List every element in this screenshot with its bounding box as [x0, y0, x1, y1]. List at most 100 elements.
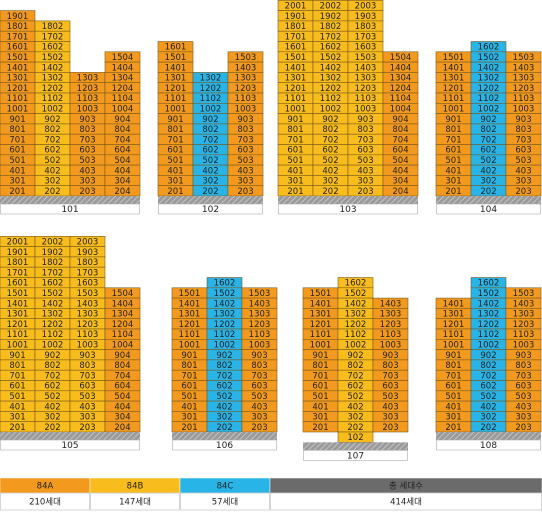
- unit-label: 902: [480, 115, 496, 125]
- unit-label: 1103: [380, 330, 402, 340]
- building-name: 102: [202, 205, 219, 215]
- unit-label: 902: [347, 351, 363, 361]
- unit-label: 404: [114, 402, 130, 412]
- unit-label: 1901: [285, 12, 307, 22]
- unit-label: 1002: [478, 104, 500, 114]
- unit-label: 1302: [345, 310, 367, 320]
- unit-label: 1001: [285, 104, 307, 114]
- unit-label: 201: [9, 423, 25, 433]
- unit-label: 701: [445, 135, 461, 145]
- unit-label: 302: [480, 413, 496, 423]
- unit-label: 401: [9, 166, 25, 176]
- unit-label: 1104: [112, 94, 134, 104]
- unit-label: 503: [357, 156, 373, 166]
- building-label-box: [0, 203, 140, 215]
- unit-label: 801: [312, 361, 328, 371]
- unit-label: 1102: [200, 94, 222, 104]
- unit-label: 903: [382, 351, 398, 361]
- unit-label: 402: [480, 402, 496, 412]
- unit-label: 1403: [355, 63, 377, 73]
- unit-label: 1302: [478, 310, 500, 320]
- unit-label: 1303: [249, 310, 271, 320]
- unit-label: 1001: [7, 104, 29, 114]
- unit-label: 302: [216, 413, 232, 423]
- unit-label: 1202: [42, 84, 64, 94]
- unit-label: 1004: [112, 104, 134, 114]
- unit-label: 504: [114, 156, 130, 166]
- unit-label: 1802: [42, 258, 64, 268]
- unit-label: 301: [287, 177, 303, 187]
- unit-label: 1403: [77, 299, 99, 309]
- legend-count: 210세대: [29, 498, 61, 508]
- unit-label: 601: [287, 146, 303, 156]
- unit-label: 202: [480, 423, 496, 433]
- unit-label: 1702: [42, 32, 64, 42]
- unit-label: 801: [445, 125, 461, 135]
- unit-label: 1302: [42, 310, 64, 320]
- unit-label: 603: [79, 382, 95, 392]
- unit-label: 1003: [77, 340, 99, 350]
- unit-label: 702: [202, 135, 218, 145]
- unit-label: 1204: [112, 320, 134, 330]
- unit-label: 1101: [285, 94, 307, 104]
- unit-label: 804: [392, 125, 408, 135]
- unit-label: 1703: [77, 268, 99, 278]
- unit-label: 502: [202, 156, 218, 166]
- unit-label: 802: [44, 125, 60, 135]
- unit-label: 502: [44, 392, 60, 402]
- unit-label: 1102: [214, 330, 236, 340]
- unit-label: 701: [181, 371, 197, 381]
- unit-label: 402: [216, 402, 232, 412]
- unit-label: 804: [114, 125, 130, 135]
- unit-label: 701: [312, 371, 328, 381]
- unit-label: 503: [79, 392, 95, 402]
- unit-label: 1304: [112, 310, 134, 320]
- unit-label: 301: [445, 413, 461, 423]
- unit-label: 1103: [513, 330, 535, 340]
- building-base: [303, 442, 408, 451]
- unit-label: 1401: [443, 63, 465, 73]
- unit-label: 601: [9, 382, 25, 392]
- unit-label: 1801: [7, 258, 29, 268]
- unit-label: 1602: [478, 43, 500, 53]
- unit-label: 703: [251, 371, 267, 381]
- unit-label: 903: [79, 351, 95, 361]
- unit-label: 903: [515, 115, 531, 125]
- unit-label: 1503: [235, 53, 257, 63]
- unit-label: 1602: [478, 279, 500, 289]
- unit-label: 1102: [345, 330, 367, 340]
- unit-label: 701: [287, 135, 303, 145]
- unit-label: 1402: [42, 63, 64, 73]
- unit-label: 1001: [7, 340, 29, 350]
- unit-label: 1001: [443, 104, 465, 114]
- unit-label: 1404: [112, 299, 134, 309]
- unit-label: 902: [44, 115, 60, 125]
- legend-type: 총 세대수: [389, 482, 423, 492]
- unit-label: 1101: [179, 330, 201, 340]
- unit-label: 1501: [310, 289, 332, 299]
- unit-label: 501: [445, 156, 461, 166]
- unit-label: 202: [44, 423, 60, 433]
- unit-label: 1501: [285, 53, 307, 63]
- unit-label: 1303: [380, 310, 402, 320]
- unit-label: 1003: [380, 340, 402, 350]
- unit-label: 1203: [77, 84, 99, 94]
- unit-label: 1402: [345, 299, 367, 309]
- unit-label: 501: [9, 392, 25, 402]
- unit-label: 1302: [42, 74, 64, 84]
- unit-label: 1101: [7, 330, 29, 340]
- unit-label: 1201: [179, 320, 201, 330]
- unit-label: 503: [237, 156, 253, 166]
- unit-label: 1903: [77, 248, 99, 258]
- unit-label: 304: [114, 177, 130, 187]
- unit-label: 1103: [235, 94, 257, 104]
- unit-label: 502: [44, 156, 60, 166]
- unit-label: 1303: [513, 310, 535, 320]
- unit-label: 604: [114, 382, 130, 392]
- unit-label: 1201: [443, 320, 465, 330]
- unit-label: 601: [312, 382, 328, 392]
- unit-label: 803: [79, 361, 95, 371]
- unit-label: 904: [114, 115, 130, 125]
- unit-label: 1301: [443, 310, 465, 320]
- building-label-box: [436, 439, 541, 451]
